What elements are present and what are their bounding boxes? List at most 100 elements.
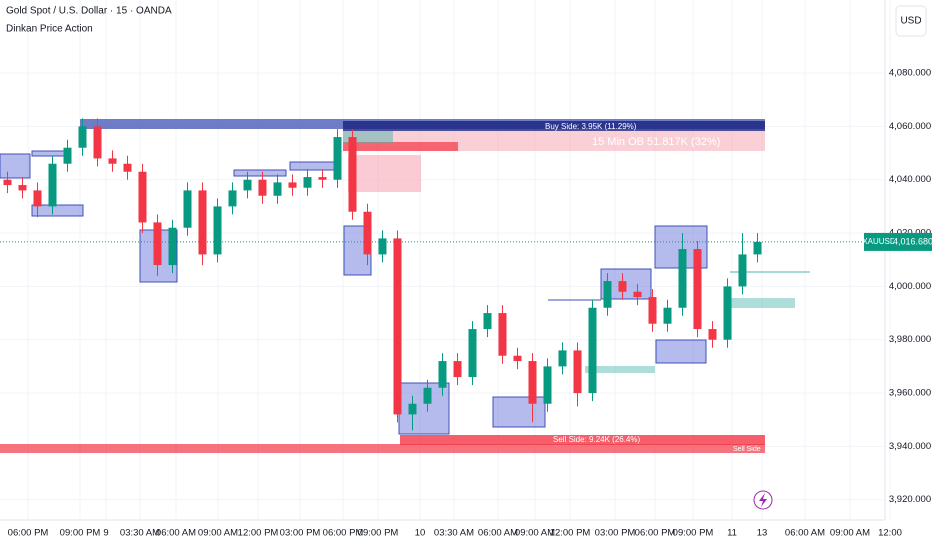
y-tick-label: 3,980.000: [889, 334, 931, 345]
candle-body: [678, 249, 687, 308]
candle-body: [423, 387, 432, 404]
candle-body: [513, 355, 522, 362]
y-tick-label: 4,040.000: [889, 174, 931, 185]
x-tick-label: 11: [727, 528, 737, 539]
candle-body: [93, 126, 102, 159]
y-tick-label: 3,960.000: [889, 388, 931, 399]
events-icon-bolt: [759, 493, 767, 507]
order-block-bar: [343, 142, 458, 151]
candle-body: [738, 254, 747, 287]
candle-body: [483, 313, 492, 330]
candle-body: [168, 227, 177, 266]
price-label: 4,016.680: [893, 236, 932, 246]
candle-body: [18, 185, 27, 191]
candle-body: [498, 313, 507, 356]
candle-body: [153, 222, 162, 266]
demand-zone: [585, 366, 655, 373]
candle-body: [123, 163, 132, 172]
candle-body: [243, 179, 252, 191]
x-tick-label: 06:00 AM: [785, 528, 825, 539]
x-tick-label: 06:00 PM: [635, 528, 676, 539]
sell-side-bar: [400, 435, 765, 445]
candle-body: [108, 158, 117, 164]
x-tick-label: 12:00 PM: [238, 528, 279, 539]
sell-side-zone: [0, 444, 765, 453]
candle-body: [693, 249, 702, 330]
candle-body: [708, 329, 717, 340]
candle-body: [348, 137, 357, 212]
candle-body: [393, 238, 402, 415]
price-tag: [894, 232, 932, 251]
candle-body: [333, 137, 342, 180]
x-tick-label: 06:00 PM: [323, 528, 364, 539]
candle-body: [3, 179, 12, 186]
x-tick-label: 09:00 AM: [830, 528, 870, 539]
candle-body: [258, 179, 267, 196]
symbol-tag: [864, 232, 894, 251]
candle-body: [438, 361, 447, 388]
indicator-name: Dinkan Price Action: [6, 24, 93, 35]
currency[interactable]: USD: [900, 16, 921, 27]
candle-body: [288, 182, 297, 188]
candle-body: [573, 350, 582, 394]
annotation: 15 Min OB 51.817K (32%): [592, 136, 720, 148]
x-tick-label: 09:00 AM: [515, 528, 555, 539]
x-tick-label: 06:00 PM: [8, 528, 49, 539]
candle-body: [633, 291, 642, 298]
candle-body: [603, 281, 612, 308]
y-tick-label: 3,920.000: [889, 494, 931, 505]
annotation: Buy Side: 3.95K (11.29%): [545, 122, 637, 131]
candle-body: [543, 366, 552, 404]
chart-title: Gold Spot / U.S. Dollar · 15 · OANDA: [6, 6, 172, 17]
y-tick-label: 4,060.000: [889, 121, 931, 132]
candle-body: [618, 281, 627, 292]
candle-body: [318, 177, 327, 180]
candle-body: [33, 190, 42, 207]
x-tick-label: 06:00 AM: [478, 528, 518, 539]
candle-body: [558, 350, 567, 367]
candle-body: [78, 126, 87, 148]
candle-body: [723, 286, 732, 340]
y-tick-label: 4,000.000: [889, 281, 931, 292]
x-tick-label: 03:00 PM: [595, 528, 636, 539]
x-tick-label: 03:30 AM: [434, 528, 474, 539]
candle-body: [228, 190, 237, 207]
candle-body: [528, 361, 537, 404]
x-tick-label: 12:00 PM: [550, 528, 591, 539]
candle-body: [468, 329, 477, 378]
x-tick-label: 9: [103, 528, 108, 539]
candle-body: [378, 238, 387, 255]
x-tick-label: 10: [415, 528, 426, 539]
x-tick-label: 09:00 AM: [198, 528, 238, 539]
candle-body: [648, 297, 657, 324]
x-tick-label: 09:00 PM: [60, 528, 101, 539]
x-tick-label: 09:00 PM: [358, 528, 399, 539]
annotation: Sell Side: [733, 446, 761, 453]
candle-body: [588, 307, 597, 394]
supply-zone: [348, 155, 421, 192]
y-tick-label: 4,080.000: [889, 68, 931, 79]
candle-body: [273, 182, 282, 196]
candle-body: [198, 190, 207, 255]
x-tick-label: 12:00: [878, 528, 902, 539]
y-tick-label: 3,940.000: [889, 441, 931, 452]
candle-body: [213, 206, 222, 255]
candle-body: [303, 177, 312, 188]
candle-body: [183, 190, 192, 228]
x-tick-label: 13: [757, 528, 768, 539]
currency-button[interactable]: [895, 5, 927, 37]
x-tick-label: 03:30 AM: [120, 528, 160, 539]
x-tick-label: 06:00 AM: [156, 528, 196, 539]
candle-body: [138, 171, 147, 223]
demand-zone: [726, 298, 795, 308]
candle-body: [753, 241, 762, 255]
candle-body: [48, 163, 57, 207]
candle-body: [408, 403, 417, 415]
candle-body: [63, 147, 72, 164]
buy-side-bar: [343, 121, 765, 131]
x-tick-label: 03:00 PM: [280, 528, 321, 539]
annotation: Sell Side: 9.24K (26.4%): [553, 435, 640, 444]
candle-body: [663, 307, 672, 324]
candle-body: [453, 361, 462, 378]
